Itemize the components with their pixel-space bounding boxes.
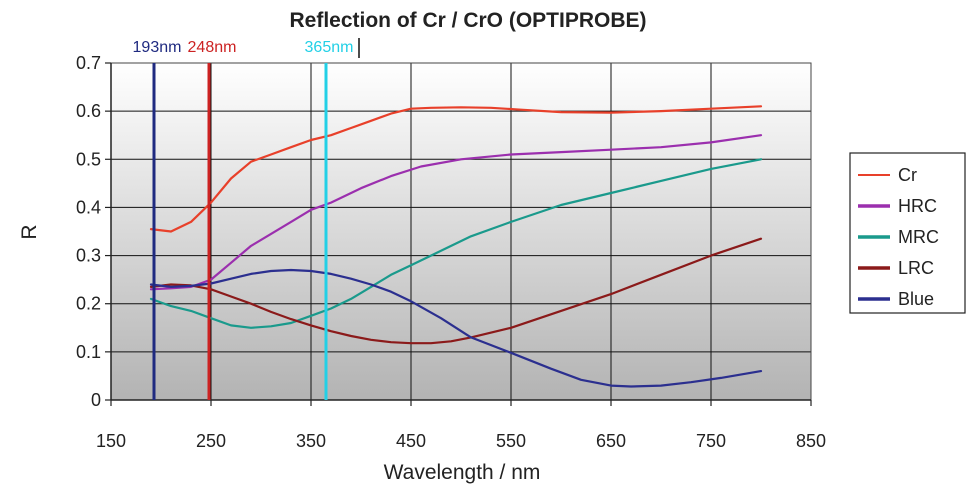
y-tick-label: 0.7 bbox=[76, 53, 101, 73]
x-tick-label: 250 bbox=[196, 431, 226, 451]
series-line-mrc bbox=[149, 158, 763, 329]
x-tick-label: 750 bbox=[696, 431, 726, 451]
x-tick-label: 550 bbox=[496, 431, 526, 451]
grid-lines bbox=[111, 63, 811, 400]
series-line-cr bbox=[149, 105, 763, 233]
y-axis-ticks: 0 0.1 0.2 0.3 0.4 0.5 0.6 0.7 bbox=[76, 53, 111, 410]
x-axis-label: Wavelength / nm bbox=[384, 461, 541, 484]
legend-label-hrc: HRC bbox=[898, 196, 937, 216]
x-tick-label: 850 bbox=[796, 431, 826, 451]
series-line-blue bbox=[149, 268, 763, 388]
marker-label-365nm: 365nm bbox=[305, 39, 354, 56]
legend: Cr HRC MRC LRC Blue bbox=[849, 152, 966, 314]
x-axis-ticks: 150 250 350 450 550 650 750 850 bbox=[96, 400, 826, 451]
x-tick-label: 450 bbox=[396, 431, 426, 451]
x-tick-label: 150 bbox=[96, 431, 126, 451]
marker-label-248nm: 248nm bbox=[188, 39, 237, 56]
legend-label-lrc: LRC bbox=[898, 258, 934, 278]
series-lines bbox=[149, 105, 763, 388]
plot-area bbox=[111, 63, 811, 400]
y-tick-label: 0 bbox=[91, 390, 101, 410]
x-tick-label: 650 bbox=[596, 431, 626, 451]
chart-title: Reflection of Cr / CrO (OPTIPROBE) bbox=[289, 9, 646, 32]
marker-label-193nm: 193nm bbox=[133, 39, 182, 56]
y-axis-label: R bbox=[18, 224, 41, 239]
series-line-hrc bbox=[149, 134, 763, 291]
y-tick-label: 0.1 bbox=[76, 342, 101, 362]
y-tick-label: 0.4 bbox=[76, 197, 101, 217]
legend-box bbox=[849, 152, 966, 314]
y-tick-label: 0.5 bbox=[76, 149, 101, 169]
y-tick-label: 0.3 bbox=[76, 246, 101, 266]
x-tick-label: 350 bbox=[296, 431, 326, 451]
legend-label-blue: Blue bbox=[898, 289, 934, 309]
legend-label-mrc: MRC bbox=[898, 227, 939, 247]
axis-frame bbox=[110, 62, 812, 401]
legend-label-cr: Cr bbox=[898, 165, 917, 185]
wavelength-markers: 193nm 248nm 365nm bbox=[133, 38, 360, 400]
y-tick-label: 0.2 bbox=[76, 294, 101, 314]
series-line-lrc bbox=[149, 237, 763, 345]
y-tick-label: 0.6 bbox=[76, 101, 101, 121]
